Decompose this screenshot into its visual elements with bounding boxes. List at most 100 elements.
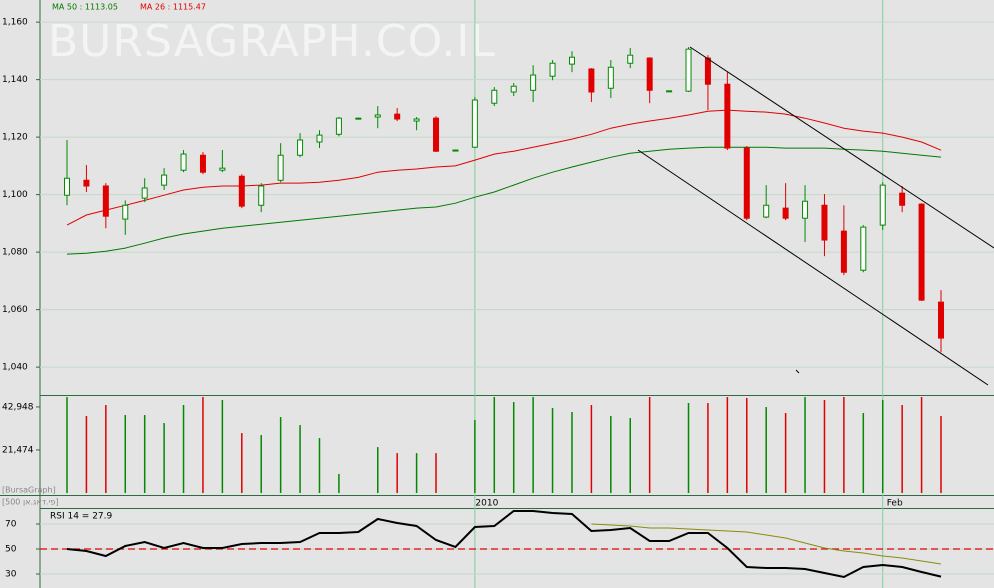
y-tick-label: 1,120: [2, 133, 28, 143]
legend-entry: RSI 14 = 27.9: [50, 512, 113, 522]
y-tick-label: 50: [5, 545, 17, 555]
candle-body: [782, 207, 789, 219]
volume-bar: [66, 397, 68, 493]
volume-bar: [338, 473, 340, 493]
volume-bar: [862, 413, 865, 493]
y-tick-label: 1,040: [2, 363, 28, 373]
candle-body: [568, 56, 575, 65]
candle-body: [879, 184, 886, 226]
candle-body: [297, 139, 304, 156]
source-label: [BursaGraph]: [2, 486, 56, 495]
candle-body: [122, 204, 129, 220]
volume-bar: [590, 405, 593, 493]
volume-bar: [687, 403, 690, 493]
volume-bar: [532, 397, 534, 493]
volume-bar: [318, 438, 321, 493]
volume-bar: [940, 416, 942, 493]
volume-bar: [105, 405, 107, 493]
y-tick-label: 1,160: [2, 18, 28, 28]
moving-average: [66, 146, 942, 255]
candle-body: [335, 117, 342, 135]
volume-bar: [221, 400, 224, 493]
volume-bar: [746, 398, 748, 493]
candle-body: [433, 117, 440, 152]
candle-body: [102, 185, 109, 217]
volume-bar: [396, 453, 398, 493]
candle-body: [471, 99, 478, 148]
candle-body: [549, 62, 556, 77]
volume-bar: [202, 397, 204, 493]
y-tick-label: 1,100: [2, 190, 28, 200]
trend-mark: [795, 369, 800, 374]
volume-bar: [648, 397, 651, 493]
legend-entry: MA 26 : 1115.47: [140, 3, 206, 12]
candle-body: [491, 89, 498, 104]
trend-channel: [637, 46, 994, 386]
unit-label: [500 פי.דאג.אן]: [2, 498, 58, 507]
volume-bar: [241, 433, 243, 493]
volume-bar: [299, 425, 301, 493]
candle-body: [704, 57, 711, 85]
volume-bar: [143, 415, 146, 493]
candle-body: [860, 226, 867, 271]
volume-bar: [920, 397, 923, 493]
volume-bar: [823, 400, 826, 493]
candle-body: [918, 203, 925, 301]
volume-bar: [629, 418, 631, 493]
volume-bar: [881, 400, 884, 493]
volume-bar: [804, 397, 806, 493]
trend-line: [689, 46, 994, 249]
volume-bar: [726, 397, 729, 493]
candle-body: [530, 74, 537, 91]
candle-body: [161, 174, 168, 186]
candle-body: [64, 177, 70, 196]
candle-body: [899, 192, 906, 206]
volume-bar: [765, 407, 767, 493]
candle-body: [394, 113, 401, 120]
volume-bar: [182, 405, 185, 493]
candle-body: [180, 153, 187, 171]
candle-body: [199, 154, 206, 173]
candle-body: [840, 230, 847, 273]
volume-bar: [901, 405, 903, 493]
candle-body: [316, 134, 323, 143]
y-tick-label: 1,140: [2, 75, 28, 85]
volume-bar: [85, 416, 88, 493]
candle-body: [413, 118, 420, 122]
volume-bar: [707, 403, 709, 493]
candle-body: [743, 147, 750, 219]
candle-body: [452, 149, 459, 152]
x-tick-label: Feb: [887, 499, 903, 509]
rsi-line: [66, 510, 942, 579]
candle-body: [685, 48, 692, 92]
volume-bar: [260, 435, 262, 493]
volume-bar: [512, 402, 515, 493]
candle-body: [238, 175, 245, 207]
candle-body: [763, 204, 770, 218]
volume-bar: [474, 420, 476, 493]
volume-bar: [784, 413, 787, 493]
candle-body: [646, 57, 653, 91]
candle-body: [258, 185, 265, 206]
y-tick-label: 21,474: [2, 445, 34, 455]
trend-line: [637, 149, 989, 386]
candle-body: [374, 114, 381, 118]
candle-body: [219, 167, 226, 171]
candle-body: [802, 200, 809, 219]
candle-body: [821, 204, 828, 241]
volume-bar: [610, 416, 612, 493]
legend-entry: MA 50 : 1113.05: [52, 3, 118, 12]
volume-bar: [493, 397, 496, 493]
y-tick-label: 30: [5, 570, 17, 580]
volume-bar: [435, 453, 437, 493]
candle-body: [510, 85, 517, 93]
volume-bar: [551, 408, 554, 493]
candle-body: [141, 187, 148, 199]
y-tick-label: 42,948: [2, 402, 34, 412]
candle-body: [607, 66, 614, 89]
candle-body: [277, 154, 284, 181]
candle-body: [588, 68, 595, 93]
y-tick-label: 1,080: [2, 248, 28, 258]
volume-bar: [279, 417, 282, 493]
